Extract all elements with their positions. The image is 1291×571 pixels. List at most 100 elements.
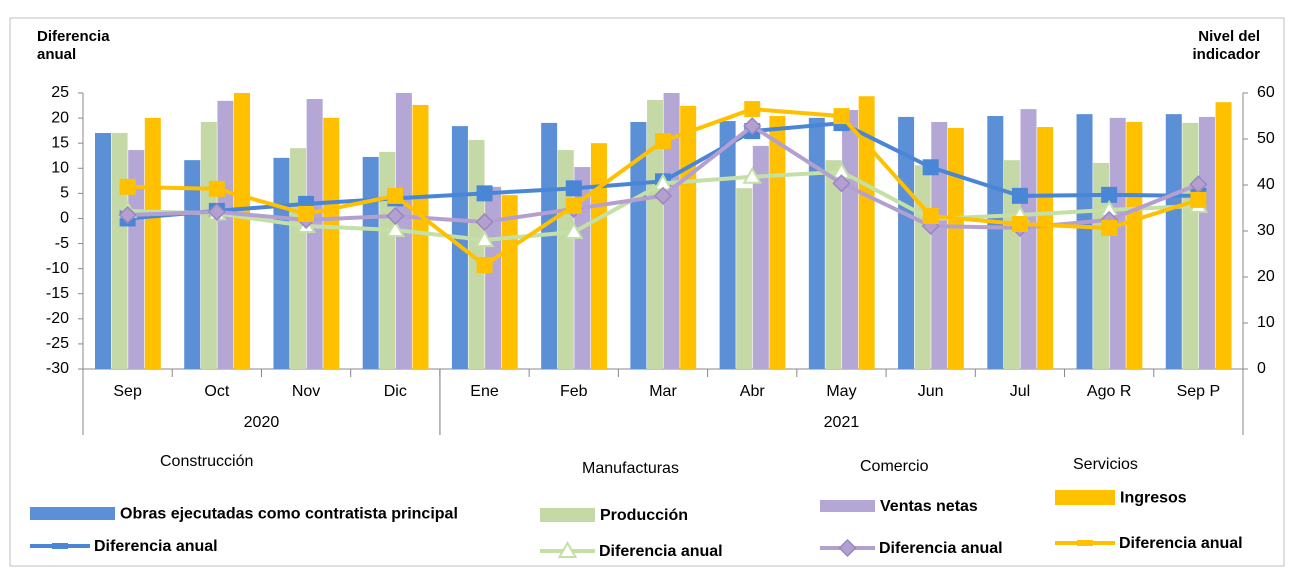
- x-tick-label: Mar: [649, 383, 677, 400]
- bar: [290, 148, 307, 369]
- legend-label: Diferencia anual: [879, 540, 1003, 557]
- y-axis-label: Diferencia anual: [37, 28, 110, 63]
- y2-tick-label: 20: [1257, 268, 1275, 285]
- bar: [769, 116, 786, 369]
- bar: [646, 99, 663, 370]
- x-tick-label: Abr: [740, 383, 766, 400]
- bar: [323, 117, 340, 369]
- line-marker: [1101, 219, 1118, 236]
- line-marker: [208, 180, 225, 197]
- bar: [752, 145, 769, 369]
- bar: [1076, 114, 1093, 369]
- y-tick-label: -10: [46, 260, 69, 277]
- legend-marker: [1077, 540, 1093, 546]
- line-marker: [385, 219, 406, 237]
- x-tick-label: Jun: [918, 383, 944, 400]
- bar: [842, 110, 859, 370]
- line-marker: [922, 207, 939, 224]
- bar: [111, 133, 128, 369]
- bar: [200, 121, 217, 369]
- y-tick-label: 15: [51, 134, 69, 151]
- x-tick-label: Jul: [1010, 383, 1030, 400]
- bar: [412, 104, 429, 370]
- line-marker: [1101, 186, 1118, 203]
- line-marker: [922, 159, 939, 176]
- legend-label: Diferencia anual: [1119, 535, 1243, 552]
- x-tick-label: Nov: [292, 383, 320, 400]
- x-tick-label: Dic: [384, 383, 407, 400]
- legend-label: Diferencia anual: [599, 543, 723, 560]
- line-marker: [833, 108, 850, 125]
- bar: [590, 143, 607, 369]
- legend-group-label: Construcción: [160, 453, 253, 470]
- line-marker: [386, 206, 405, 226]
- line-marker: [832, 174, 851, 193]
- bar: [306, 98, 323, 369]
- y-tick-label: -5: [55, 235, 69, 252]
- bar: [234, 93, 251, 369]
- bar: [362, 156, 379, 369]
- legend-marker: [52, 543, 68, 549]
- legend-label: Obras ejecutadas como contratista princi…: [120, 506, 458, 523]
- bar: [379, 151, 396, 369]
- bar: [914, 165, 931, 369]
- bar: [95, 133, 111, 369]
- y-tick-label: 5: [60, 185, 69, 202]
- x-tick-label: Sep: [113, 383, 142, 400]
- y-tick-label: -15: [46, 285, 69, 302]
- bar: [931, 121, 948, 369]
- line-marker: [474, 230, 495, 248]
- line-marker: [476, 257, 493, 274]
- bar: [184, 160, 201, 369]
- line-marker: [298, 205, 315, 222]
- line-marker: [119, 178, 136, 195]
- chart-frame: [9, 17, 1285, 567]
- bar: [217, 100, 234, 369]
- bar: [1109, 117, 1126, 369]
- bar: [574, 167, 591, 369]
- group-label: 2020: [244, 414, 280, 431]
- y2-tick-label: 0: [1257, 360, 1266, 377]
- line-marker: [655, 133, 671, 150]
- bar: [1198, 116, 1215, 369]
- legend-label: Ingresos: [1120, 490, 1187, 507]
- bar: [663, 93, 680, 369]
- bar: [898, 116, 915, 369]
- bar: [680, 105, 697, 369]
- legend-swatch: [1055, 490, 1115, 505]
- x-tick-label: May: [826, 383, 856, 400]
- y-tick-label: 25: [51, 84, 69, 101]
- group-label: 2021: [824, 414, 860, 431]
- legend-group-label: Manufacturas: [582, 460, 679, 477]
- x-tick-label: Ene: [470, 383, 499, 400]
- y2-tick-label: 10: [1257, 314, 1275, 331]
- line-marker: [564, 221, 584, 240]
- legend-swatch: [540, 508, 595, 522]
- bar: [128, 150, 145, 369]
- line-marker: [118, 205, 137, 225]
- y-tick-label: 10: [51, 159, 69, 176]
- x-tick-label: Oct: [204, 383, 229, 400]
- bar: [1126, 121, 1143, 369]
- bar: [501, 195, 518, 369]
- line-marker: [207, 202, 226, 221]
- bar: [144, 117, 161, 369]
- legend-label: Producción: [600, 507, 688, 524]
- y2-tick-label: 30: [1257, 222, 1275, 239]
- line-marker: [565, 197, 582, 214]
- bar: [987, 116, 1004, 369]
- legend-swatch: [30, 507, 115, 520]
- bar: [719, 121, 736, 369]
- legend-group-label: Comercio: [860, 458, 929, 475]
- bar: [808, 117, 825, 369]
- legend-group-label: Servicios: [1073, 456, 1138, 473]
- bar: [485, 186, 502, 369]
- x-tick-label: Sep P: [1177, 383, 1221, 400]
- bar: [858, 96, 875, 369]
- legend-swatch: [820, 500, 875, 512]
- line-marker: [743, 117, 762, 136]
- bar: [1037, 127, 1054, 369]
- line-marker: [744, 101, 761, 118]
